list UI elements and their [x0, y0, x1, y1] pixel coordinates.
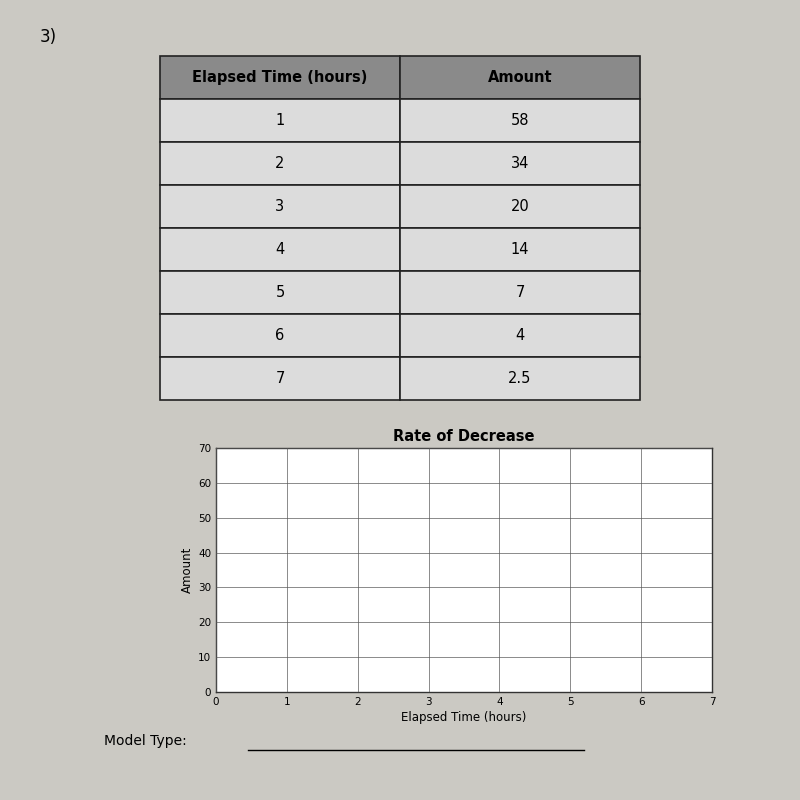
Y-axis label: Amount: Amount [181, 547, 194, 593]
Text: 3): 3) [40, 28, 57, 46]
X-axis label: Elapsed Time (hours): Elapsed Time (hours) [402, 711, 526, 724]
Title: Rate of Decrease: Rate of Decrease [394, 429, 534, 444]
Text: Model Type:: Model Type: [104, 734, 186, 748]
